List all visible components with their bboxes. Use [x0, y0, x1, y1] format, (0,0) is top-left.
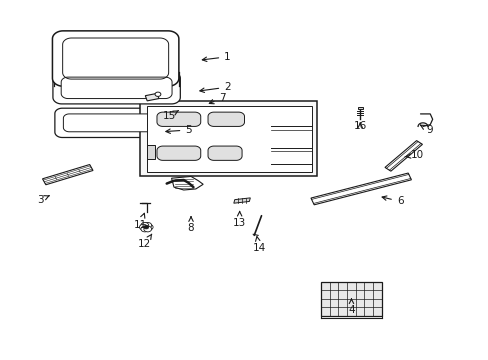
Text: 4: 4: [347, 299, 354, 315]
Text: 2: 2: [200, 82, 230, 93]
Circle shape: [145, 224, 153, 230]
Polygon shape: [147, 145, 154, 158]
Text: 13: 13: [233, 212, 246, 228]
Text: 1: 1: [202, 52, 230, 62]
Polygon shape: [171, 176, 203, 190]
Polygon shape: [207, 146, 242, 160]
Polygon shape: [52, 31, 179, 86]
Text: 8: 8: [187, 217, 194, 233]
Polygon shape: [145, 93, 159, 101]
Circle shape: [143, 222, 151, 228]
Polygon shape: [157, 112, 201, 126]
Text: 11: 11: [133, 213, 146, 230]
Polygon shape: [147, 106, 311, 172]
Text: 16: 16: [353, 121, 366, 131]
Text: 5: 5: [165, 125, 191, 135]
Text: 10: 10: [404, 150, 423, 160]
Circle shape: [141, 226, 148, 232]
Polygon shape: [152, 114, 183, 131]
Polygon shape: [53, 72, 180, 104]
Text: 3: 3: [37, 195, 49, 204]
Circle shape: [143, 225, 148, 229]
Polygon shape: [310, 173, 410, 205]
Text: 9: 9: [420, 125, 432, 135]
Circle shape: [139, 224, 147, 230]
Text: 12: 12: [138, 234, 151, 249]
Text: 14: 14: [252, 237, 265, 253]
Text: 6: 6: [381, 196, 403, 206]
Circle shape: [143, 226, 151, 232]
Polygon shape: [357, 107, 362, 109]
Polygon shape: [61, 77, 172, 99]
Polygon shape: [207, 112, 244, 126]
Text: 15: 15: [162, 111, 178, 121]
Polygon shape: [233, 198, 250, 203]
Polygon shape: [321, 282, 381, 316]
Circle shape: [155, 92, 161, 96]
Text: 7: 7: [209, 93, 225, 104]
Circle shape: [141, 222, 148, 228]
Polygon shape: [140, 102, 317, 176]
Polygon shape: [384, 141, 422, 171]
Polygon shape: [157, 146, 201, 160]
Polygon shape: [42, 165, 93, 185]
Polygon shape: [55, 108, 181, 138]
Polygon shape: [63, 114, 172, 132]
